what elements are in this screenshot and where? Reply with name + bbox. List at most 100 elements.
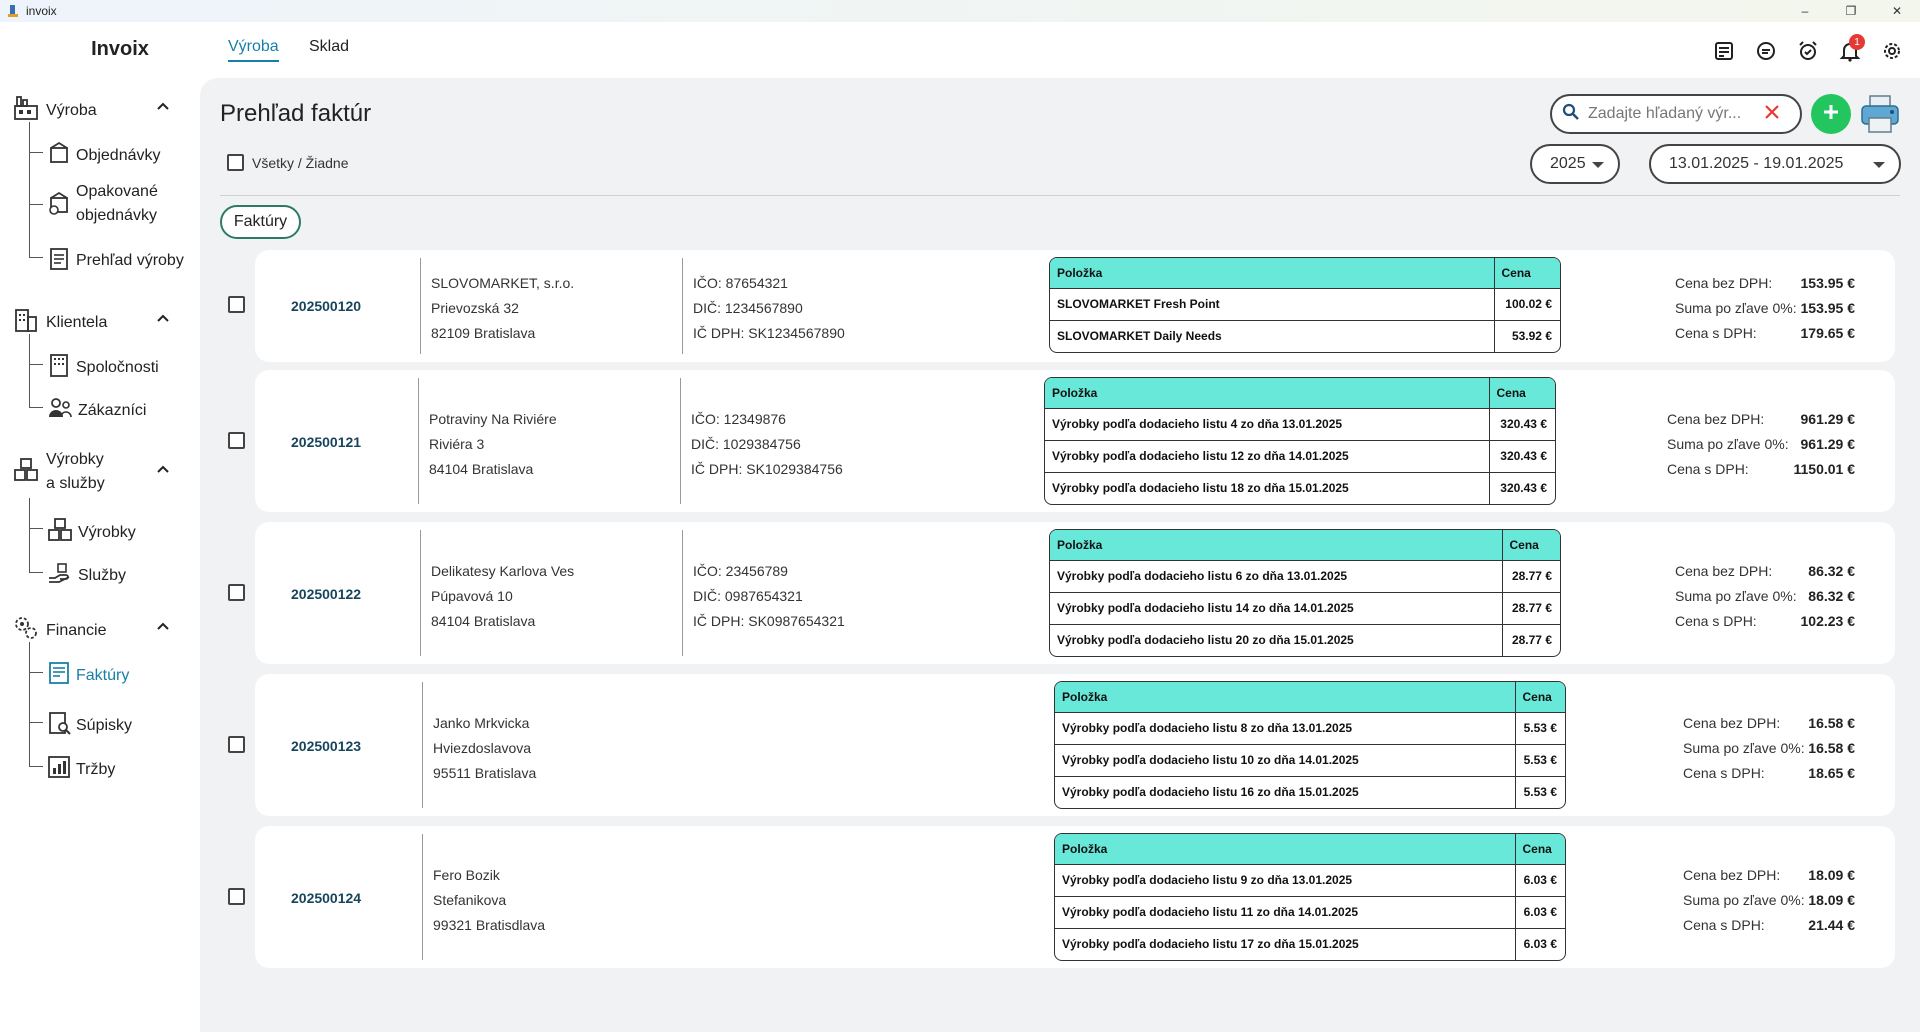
sidebar-item-spolocnosti[interactable]: Spoločnosti xyxy=(46,352,159,383)
tab-vyroba[interactable]: Výroba xyxy=(228,38,279,62)
item-price: 28.77 € xyxy=(1501,591,1560,624)
sidebar-item-vyrobky[interactable]: Výrobky xyxy=(46,516,136,549)
search-field[interactable]: Zadajte hľadaný výr... xyxy=(1550,94,1802,134)
office-building-icon xyxy=(46,352,72,383)
table-row: Výrobky podľa dodacieho listu 17 zo dňa … xyxy=(1055,927,1565,960)
sidebar-item-objednavky[interactable]: Objednávky xyxy=(46,140,161,171)
invoice-card[interactable]: 202500122 Delikatesy Karlova Ves Púpavov… xyxy=(228,522,1895,664)
sidebar-item-sluzby[interactable]: Služby xyxy=(46,560,126,591)
sidebar-item-supisky[interactable]: Súpisky xyxy=(46,710,132,741)
notification-bell-icon[interactable]: 1 xyxy=(1832,34,1868,68)
customer-street: Prievozská 32 xyxy=(431,300,519,316)
invoice-number[interactable]: 202500120 xyxy=(291,298,362,314)
invoice-checkbox[interactable] xyxy=(228,296,245,313)
item-price: 320.43 € xyxy=(1488,407,1555,440)
customer-street: Hviezdoslavova xyxy=(433,740,532,756)
customer-city: 99321 Bratisdlava xyxy=(433,917,546,933)
app-logo-icon xyxy=(6,4,20,18)
sidebar-item-prehlad-vyroby[interactable]: Prehľad výroby xyxy=(46,245,184,276)
add-invoice-button[interactable] xyxy=(1811,94,1851,134)
minimize-button[interactable]: – xyxy=(1801,4,1809,18)
customer-icdph: IČ DPH: SK1234567890 xyxy=(693,325,845,341)
total-net-label: Cena bez DPH: xyxy=(1683,715,1781,731)
total-discount-value: 961.29 € xyxy=(1800,436,1856,452)
table-row: Výrobky podľa dodacieho listu 11 zo dňa … xyxy=(1055,895,1565,928)
select-all-checkbox[interactable] xyxy=(227,154,244,171)
clear-search-icon[interactable] xyxy=(1764,104,1780,125)
total-gross-label: Cena s DPH: xyxy=(1683,917,1765,933)
chevron-up-icon[interactable] xyxy=(152,616,174,638)
total-discount-value: 18.09 € xyxy=(1808,892,1855,908)
service-hand-icon xyxy=(46,560,74,591)
sidebar-item-zakaznici[interactable]: Zákazníci xyxy=(46,395,146,426)
item-name: Výrobky podľa dodacieho listu 10 zo dňa … xyxy=(1055,743,1515,776)
sidebar-item-trzby[interactable]: Tržby xyxy=(46,754,115,785)
building-icon xyxy=(12,306,40,339)
invoice-checkbox[interactable] xyxy=(228,584,245,601)
invoice-items-table: Položka Cena Výrobky podľa dodacieho list… xyxy=(1044,377,1556,505)
invoice-totals: Cena bez DPH: 86.32 € Suma po zľave 0%: 86… xyxy=(1675,559,1855,634)
invoice-number[interactable]: 202500123 xyxy=(291,738,362,754)
alarm-clock-icon[interactable] xyxy=(1790,34,1826,68)
close-button[interactable]: ✕ xyxy=(1891,4,1903,18)
sidebar-section-klientela[interactable]: Klientela xyxy=(12,306,107,339)
invoice-card[interactable]: 202500123 Janko Mrkvicka Hviezdoslavova … xyxy=(228,674,1895,816)
sidebar-item-opakovane-objednavky[interactable]: Opakované objednávky xyxy=(46,180,158,228)
clipboard-icon xyxy=(46,245,72,276)
total-net-label: Cena bez DPH: xyxy=(1667,411,1765,427)
invoice-number[interactable]: 202500124 xyxy=(291,890,362,906)
notes-icon[interactable] xyxy=(1706,34,1742,68)
sidebar-section-label: a služby xyxy=(46,475,105,492)
box-icon xyxy=(46,140,72,171)
select-all-toggle[interactable]: Všetky / Žiadne xyxy=(227,154,349,171)
printer-icon[interactable] xyxy=(1858,92,1902,136)
tab-sklad[interactable]: Sklad xyxy=(309,38,350,55)
chevron-up-icon[interactable] xyxy=(152,96,174,118)
total-discount-value: 86.32 € xyxy=(1808,588,1855,604)
chat-icon[interactable] xyxy=(1748,34,1784,68)
invoice-card[interactable]: 202500121 Potraviny Na Riviére Riviéra 3… xyxy=(228,370,1895,512)
year-select[interactable]: 2025 xyxy=(1530,144,1620,184)
customer-tax-ids: IČO: 87654321 DIČ: 1234567890 IČ DPH: SK… xyxy=(693,271,845,346)
customer-street: Púpavová 10 xyxy=(431,588,513,604)
item-name: Výrobky podľa dodacieho listu 4 zo dňa 1… xyxy=(1045,407,1489,440)
revenue-chart-icon xyxy=(46,754,72,785)
maximize-button[interactable]: ❐ xyxy=(1845,4,1857,18)
column-header-price: Cena xyxy=(1514,682,1565,712)
invoice-card[interactable]: 202500124 Fero Bozik Stefanikova 99321 B… xyxy=(228,826,1895,968)
invoice-checkbox[interactable] xyxy=(228,888,245,905)
sidebar-section-vyrobky-a-sluzby[interactable]: Výrobky a služby xyxy=(12,448,105,496)
invoice-number[interactable]: 202500122 xyxy=(291,586,362,602)
customer-ico: IČO: 12349876 xyxy=(691,411,786,427)
item-name: SLOVOMARKET Fresh Point xyxy=(1050,287,1494,320)
faktury-filter-chip[interactable]: Faktúry xyxy=(220,205,301,239)
column-header-item: Položka xyxy=(1055,682,1515,712)
chevron-down-icon xyxy=(1873,162,1885,168)
invoice-totals: Cena bez DPH: 16.58 € Suma po zľave 0%: 16… xyxy=(1683,711,1855,786)
chevron-up-icon[interactable] xyxy=(152,308,174,330)
invoice-checkbox[interactable] xyxy=(228,432,245,449)
total-gross-label: Cena s DPH: xyxy=(1675,325,1757,341)
invoice-number[interactable]: 202500121 xyxy=(291,434,362,450)
sidebar-section-vyroba[interactable]: Výroba xyxy=(12,94,97,127)
sidebar-item-faktury[interactable]: Faktúry xyxy=(46,660,129,691)
invoice-card[interactable]: 202500120 SLOVOMARKET, s.r.o. Prievozská… xyxy=(228,250,1895,362)
window-title: invoix xyxy=(26,4,57,18)
invoice-checkbox[interactable] xyxy=(228,736,245,753)
finance-gears-icon xyxy=(12,614,40,647)
customer-icdph: IČ DPH: SK1029384756 xyxy=(691,461,843,477)
date-range-select[interactable]: 13.01.2025 - 19.01.2025 xyxy=(1649,144,1901,184)
search-input[interactable]: Zadajte hľadaný výr... xyxy=(1588,105,1742,122)
customer-dic: DIČ: 1029384756 xyxy=(691,436,801,452)
sidebar-section-financie[interactable]: Financie xyxy=(12,614,106,647)
sidebar-item-label: Objednávky xyxy=(76,146,161,164)
item-name: Výrobky podľa dodacieho listu 9 zo dňa 1… xyxy=(1055,863,1515,896)
sidebar-item-label: Zákazníci xyxy=(78,401,147,419)
boxes-icon xyxy=(46,516,74,549)
chevron-up-icon[interactable] xyxy=(152,459,174,481)
table-row: Výrobky podľa dodacieho listu 4 zo dňa 1… xyxy=(1045,407,1555,440)
total-gross-label: Cena s DPH: xyxy=(1667,461,1749,477)
item-name: Výrobky podľa dodacieho listu 18 zo dňa … xyxy=(1045,471,1489,504)
settings-gear-icon[interactable] xyxy=(1874,34,1910,68)
item-price: 320.43 € xyxy=(1488,439,1555,472)
